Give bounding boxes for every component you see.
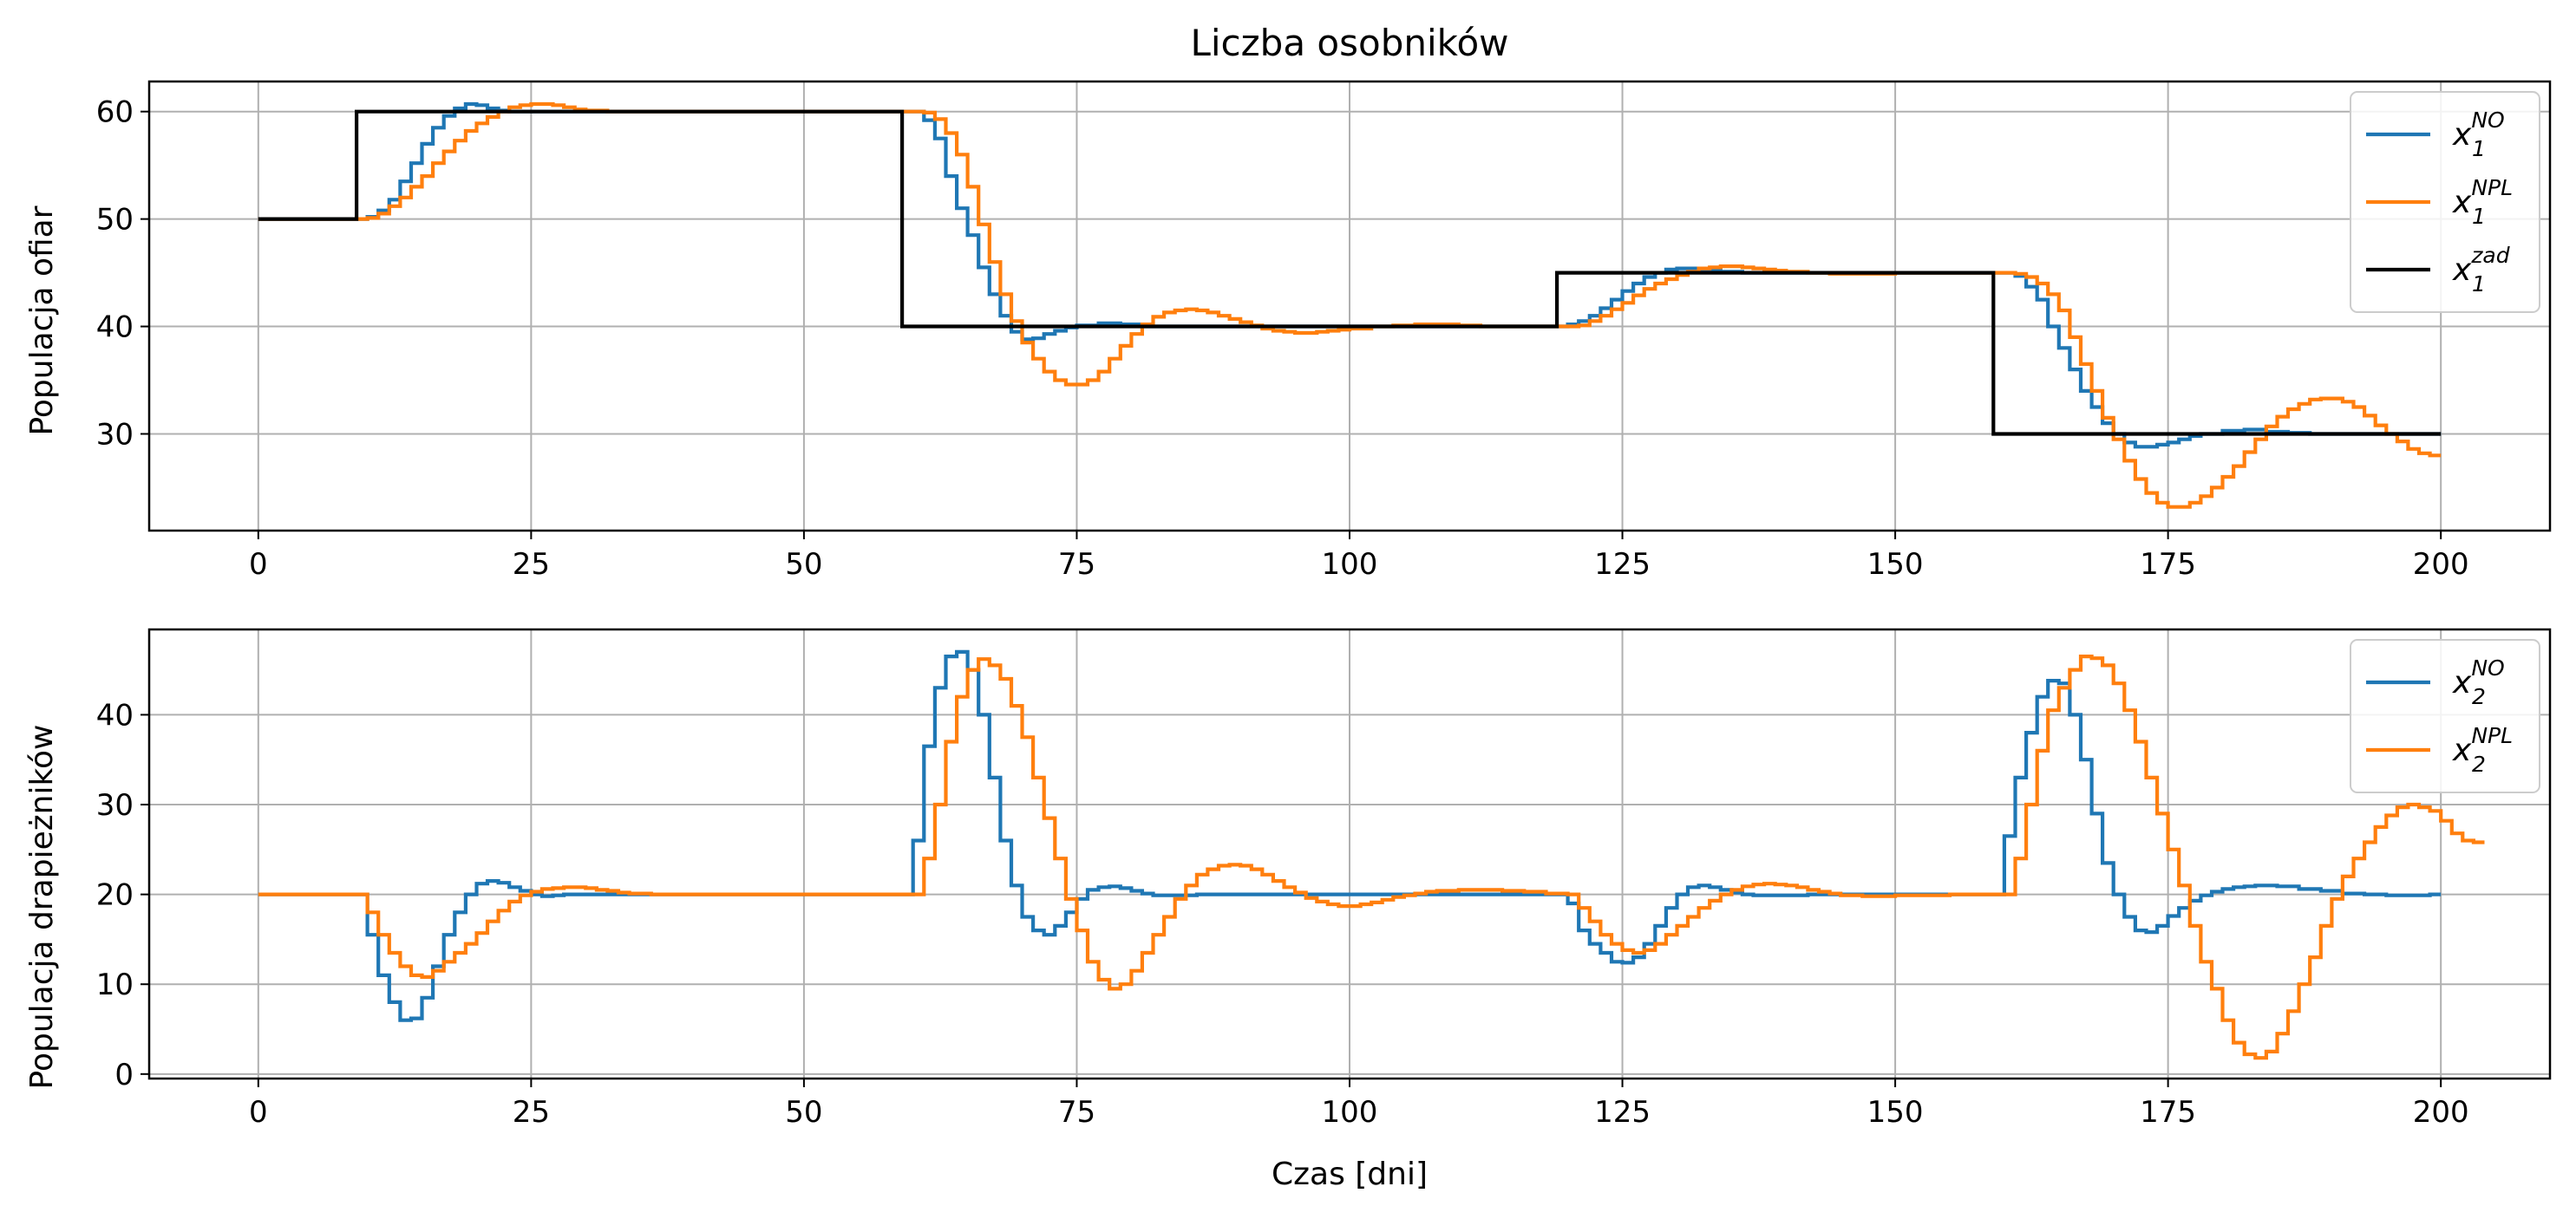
x-tick-label: 150: [1867, 547, 1924, 582]
legend-label-base: x: [2452, 733, 2472, 768]
legend-frame: [2350, 639, 2540, 793]
y-tick-label: 30: [96, 417, 134, 452]
legend-label: xNPL 1: [2452, 175, 2513, 229]
x-tick-label: 50: [785, 1095, 822, 1130]
series-line-x1-zad: [258, 109, 2442, 436]
series-line-x2-NO: [258, 649, 2442, 1022]
legend-label-sup: NO: [2471, 655, 2504, 681]
x-tick-label: 200: [2413, 547, 2469, 582]
legend-label-sup: NO: [2471, 108, 2504, 133]
legend-label-sub: 1: [2472, 136, 2486, 161]
legend-label-sup: zad: [2470, 243, 2509, 268]
x-tick-label: 175: [2140, 547, 2196, 582]
legend-label-base: x: [2452, 665, 2472, 701]
legend-frame: [2350, 91, 2540, 313]
ylabel-bottom: Populacja drapieżników: [24, 725, 60, 1090]
x-tick-label: 50: [785, 547, 822, 582]
y-tick-label: 20: [96, 878, 134, 913]
y-tick-label: 0: [114, 1058, 134, 1092]
x-tick-label: 25: [513, 1095, 550, 1130]
legend-label: xNO 1: [2452, 108, 2505, 161]
x-tick-label: 0: [249, 1095, 268, 1130]
chart-title: Liczba osobników: [1190, 22, 1508, 64]
y-tick-label: 10: [96, 968, 134, 1002]
y-tick-label: 40: [96, 310, 134, 345]
y-tick-label: 60: [96, 95, 134, 130]
xlabel: Czas [dni]: [1272, 1157, 1428, 1192]
legend-label-sup: NPL: [2471, 175, 2513, 200]
legend-label-base: x: [2452, 117, 2472, 153]
x-tick-label: 175: [2140, 1095, 2196, 1130]
x-tick-label: 100: [1322, 547, 1378, 582]
x-tick-label: 150: [1867, 1095, 1924, 1130]
y-tick-label: 40: [96, 698, 134, 733]
legend-label-sub: 2: [2472, 752, 2486, 777]
legend-label-base: x: [2452, 252, 2472, 288]
legend-label: xzad 1: [2452, 243, 2510, 297]
y-tick-label: 50: [96, 203, 134, 238]
x-tick-label: 75: [1058, 1095, 1095, 1130]
x-tick-label: 75: [1058, 547, 1095, 582]
x-tick-label: 125: [1594, 547, 1651, 582]
x-tick-label: 25: [513, 547, 550, 582]
legend-label-sub: 1: [2472, 271, 2486, 297]
y-tick-label: 30: [96, 788, 134, 823]
legend-label-base: x: [2452, 185, 2472, 220]
legend-label-sup: NPL: [2471, 723, 2513, 748]
x-tick-label: 100: [1322, 1095, 1378, 1130]
x-tick-label: 200: [2413, 1095, 2469, 1130]
legend-label-sub: 2: [2472, 684, 2486, 709]
legend-label-sub: 1: [2472, 204, 2486, 229]
x-tick-label: 125: [1594, 1095, 1651, 1130]
legend-label: xNPL 2: [2452, 723, 2513, 777]
series-line-x2-NPL: [258, 655, 2485, 1060]
ylabel-top: Populacja ofiar: [24, 205, 60, 435]
x-tick-label: 0: [249, 547, 268, 582]
legend-label: xNO 2: [2452, 655, 2505, 709]
